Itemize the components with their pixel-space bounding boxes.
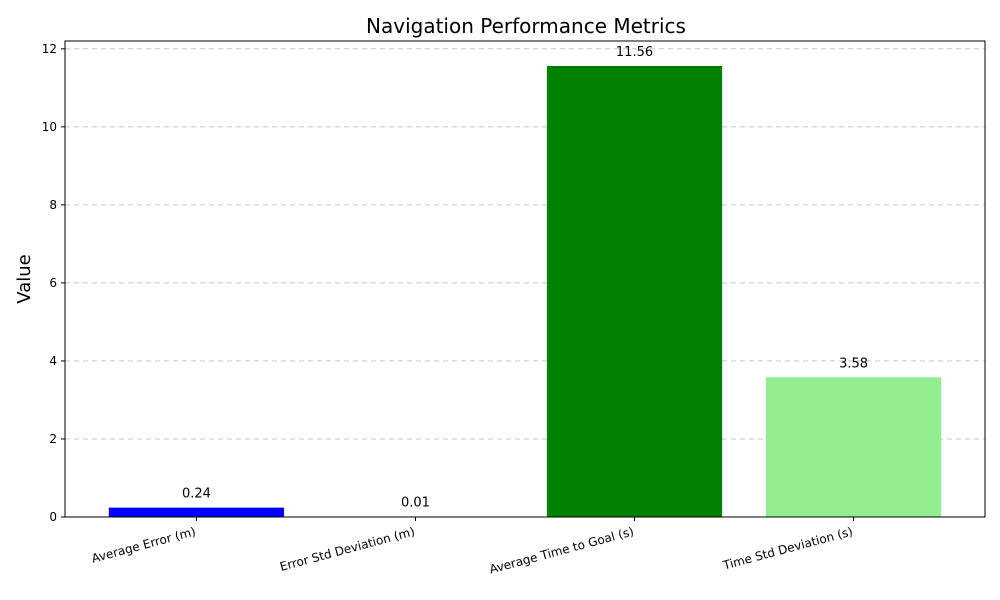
- bar: [546, 65, 723, 517]
- y-tick-label: 0: [49, 510, 57, 524]
- y-tick-label: 4: [49, 354, 57, 368]
- data-label: 0.01: [401, 496, 430, 511]
- y-axis-ticks: 0 2 4 6 8 10 12: [42, 42, 65, 524]
- data-labels: 0.24 0.01 11.56 3.58: [182, 45, 868, 511]
- y-tick-label: 12: [42, 42, 57, 56]
- data-label: 3.58: [839, 356, 868, 371]
- x-tick-label: Time Std Deviation (s): [721, 524, 855, 572]
- y-tick-label: 8: [49, 198, 57, 212]
- data-label: 11.56: [616, 45, 653, 60]
- y-axis-title: Value: [14, 254, 35, 303]
- x-axis-ticks: Average Error (m) Error Std Deviation (m)…: [90, 517, 854, 576]
- x-tick-label: Average Time to Goal (s): [488, 524, 635, 576]
- bar: [108, 507, 285, 517]
- bar: [765, 377, 942, 517]
- y-tick-label: 10: [42, 120, 57, 134]
- x-tick-label: Error Std Deviation (m): [278, 524, 416, 574]
- y-tick-label: 2: [49, 432, 57, 446]
- data-label: 0.24: [182, 487, 211, 502]
- x-tick-label: Average Error (m): [90, 524, 197, 565]
- plot-frame: [64, 40, 986, 518]
- y-tick-label: 6: [49, 276, 57, 290]
- bars: [108, 65, 942, 517]
- chart-title: Navigation Performance Metrics: [366, 14, 686, 38]
